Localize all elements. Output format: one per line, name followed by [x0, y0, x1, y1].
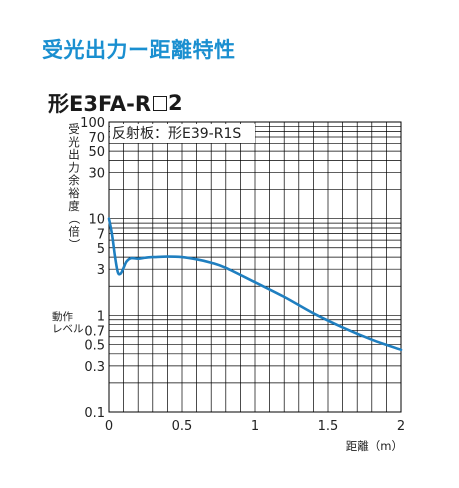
model-name: 形E3FA-R 2 [48, 88, 183, 118]
x-tick-label: 1.5 [318, 419, 339, 434]
annotation-label: 反射板：形E39-R1S [112, 126, 241, 142]
y-axis-label-char: （ [67, 213, 81, 225]
y-tick-label: 0.5 [84, 338, 105, 353]
y-axis-label-char: 裕 [68, 186, 80, 200]
y-axis-label-char: 力 [68, 160, 80, 174]
y-tick-label: 1 [97, 309, 105, 324]
grid-lines [109, 122, 401, 413]
y-axis-label-char: 出 [68, 148, 80, 162]
operation-level-line: 動作 [52, 310, 73, 323]
y-axis-label-char: 光 [68, 135, 80, 149]
series-line [107, 217, 403, 352]
y-tick-label: 100 [80, 116, 105, 131]
x-tick-label: 0 [105, 419, 113, 434]
x-tick-labels: 0 0.5 1 1.5 2 [105, 419, 405, 434]
section-title: 受光出力ー距離特性 [42, 38, 236, 62]
y-axis-label-char: 余 [68, 173, 80, 187]
plot-frame [108, 121, 402, 413]
y-tick-label: 30 [88, 167, 105, 182]
x-tick-label: 0.5 [172, 419, 193, 434]
y-axis-label-char: 倍 [68, 224, 80, 238]
y-tick-label: 0.3 [84, 360, 105, 375]
y-axis-label-char: 度 [68, 199, 80, 213]
x-axis-label-text: 距離（m） [346, 439, 403, 453]
y-tick-label: 3 [97, 263, 105, 278]
y-axis-label-char: 受 [68, 122, 80, 136]
y-tick-label: 0.1 [84, 406, 105, 421]
x-tick-label: 1 [251, 419, 259, 434]
x-axis-label: 距離（m） [346, 439, 403, 453]
y-tick-label: 0.7 [84, 324, 105, 339]
y-tick-label: 70 [88, 131, 105, 146]
model-prefix: 形E3FA-R [48, 92, 152, 116]
model-variant-box-icon [153, 95, 168, 111]
model-suffix: 2 [168, 91, 183, 115]
y-tick-label: 10 [88, 213, 105, 228]
x-tick-label: 2 [397, 419, 405, 434]
y-tick-label: 7 [97, 228, 105, 243]
annotation-background [110, 124, 255, 143]
y-tick-label: 50 [88, 145, 105, 160]
y-axis-label-char: ） [67, 238, 81, 250]
y-tick-label: 5 [97, 242, 105, 257]
operation-level-line: レベル [52, 323, 84, 335]
